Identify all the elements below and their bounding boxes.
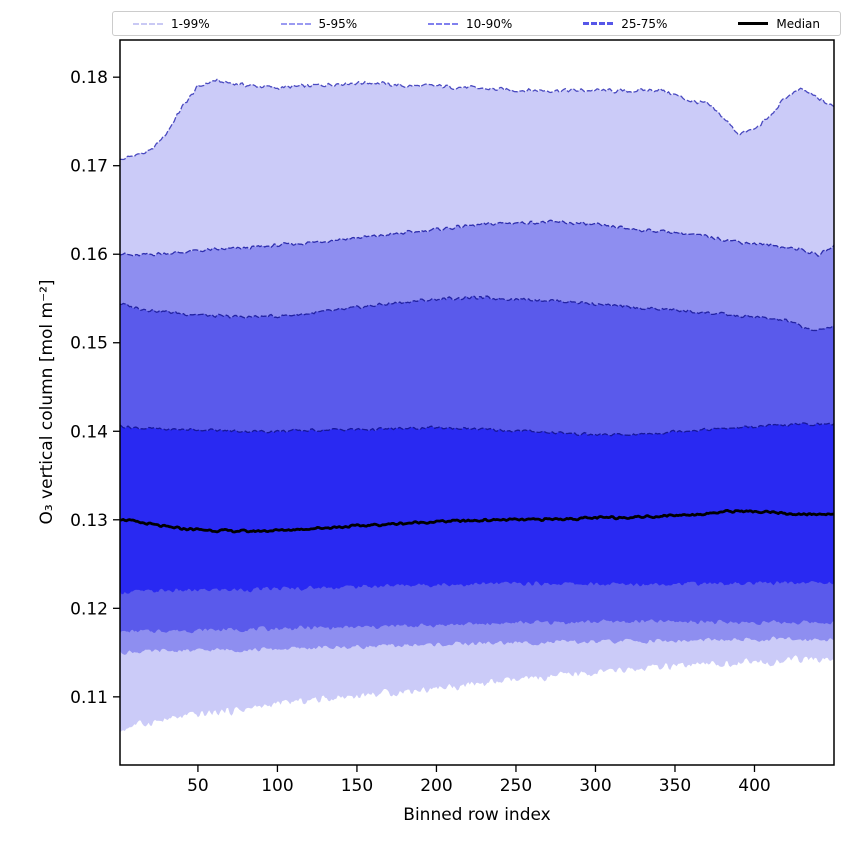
x-tick-label: 250 bbox=[500, 776, 532, 796]
legend-label: Median bbox=[776, 16, 820, 31]
y-axis-label: O₃ vertical column [mol m⁻²] bbox=[37, 279, 57, 525]
x-axis-label: Binned row index bbox=[403, 805, 551, 825]
legend-item-5-95: 5-95% bbox=[280, 16, 358, 31]
legend-label: 5-95% bbox=[318, 16, 358, 31]
legend-line-25-75-icon bbox=[583, 22, 614, 25]
x-tick-label: 300 bbox=[579, 776, 611, 796]
legend-item-25-75: 25-75% bbox=[583, 18, 667, 30]
legend: 1-99% 5-95% 10-90% 25-75% Median bbox=[112, 11, 841, 36]
x-tick-label: 350 bbox=[659, 776, 691, 796]
legend-line-median-icon bbox=[738, 22, 769, 25]
y-tick-label: 0.17 bbox=[70, 157, 108, 177]
legend-item-1-99: 1-99% bbox=[133, 18, 210, 30]
x-tick-label: 150 bbox=[341, 776, 373, 796]
y-tick-label: 0.14 bbox=[70, 422, 108, 442]
percentile-line-25-75% bbox=[120, 422, 834, 437]
x-tick-label: 100 bbox=[261, 776, 293, 796]
percentile-line-1-99% bbox=[120, 78, 834, 161]
legend-item-median: Median bbox=[738, 18, 820, 30]
y-tick-label: 0.11 bbox=[70, 688, 108, 708]
y-tick-label: 0.12 bbox=[70, 599, 108, 619]
legend-label: 1-99% bbox=[171, 16, 210, 31]
legend-label: 10-90% bbox=[466, 16, 513, 31]
legend-item-10-90: 10-90% bbox=[428, 18, 512, 30]
legend-line-1-99-icon bbox=[133, 22, 163, 25]
percentile-line-10-90% bbox=[120, 295, 834, 332]
legend-line-5-95-icon bbox=[280, 22, 311, 25]
y-tick-label: 0.18 bbox=[70, 68, 108, 88]
x-tick-label: 200 bbox=[420, 776, 452, 796]
median-line bbox=[120, 509, 834, 534]
x-tick-label: 400 bbox=[738, 776, 770, 796]
plot-area bbox=[120, 78, 834, 733]
percentile-line-5-95% bbox=[120, 219, 834, 257]
percentile-band-25-75% bbox=[120, 422, 834, 595]
x-tick-label: 50 bbox=[187, 776, 209, 796]
y-tick-label: 0.15 bbox=[70, 334, 108, 354]
legend-label: 25-75% bbox=[621, 16, 668, 31]
y-tick-label: 0.16 bbox=[70, 245, 108, 265]
plot-border bbox=[119, 39, 835, 766]
y-tick-label: 0.13 bbox=[70, 511, 108, 531]
legend-line-10-90-icon bbox=[428, 22, 459, 25]
